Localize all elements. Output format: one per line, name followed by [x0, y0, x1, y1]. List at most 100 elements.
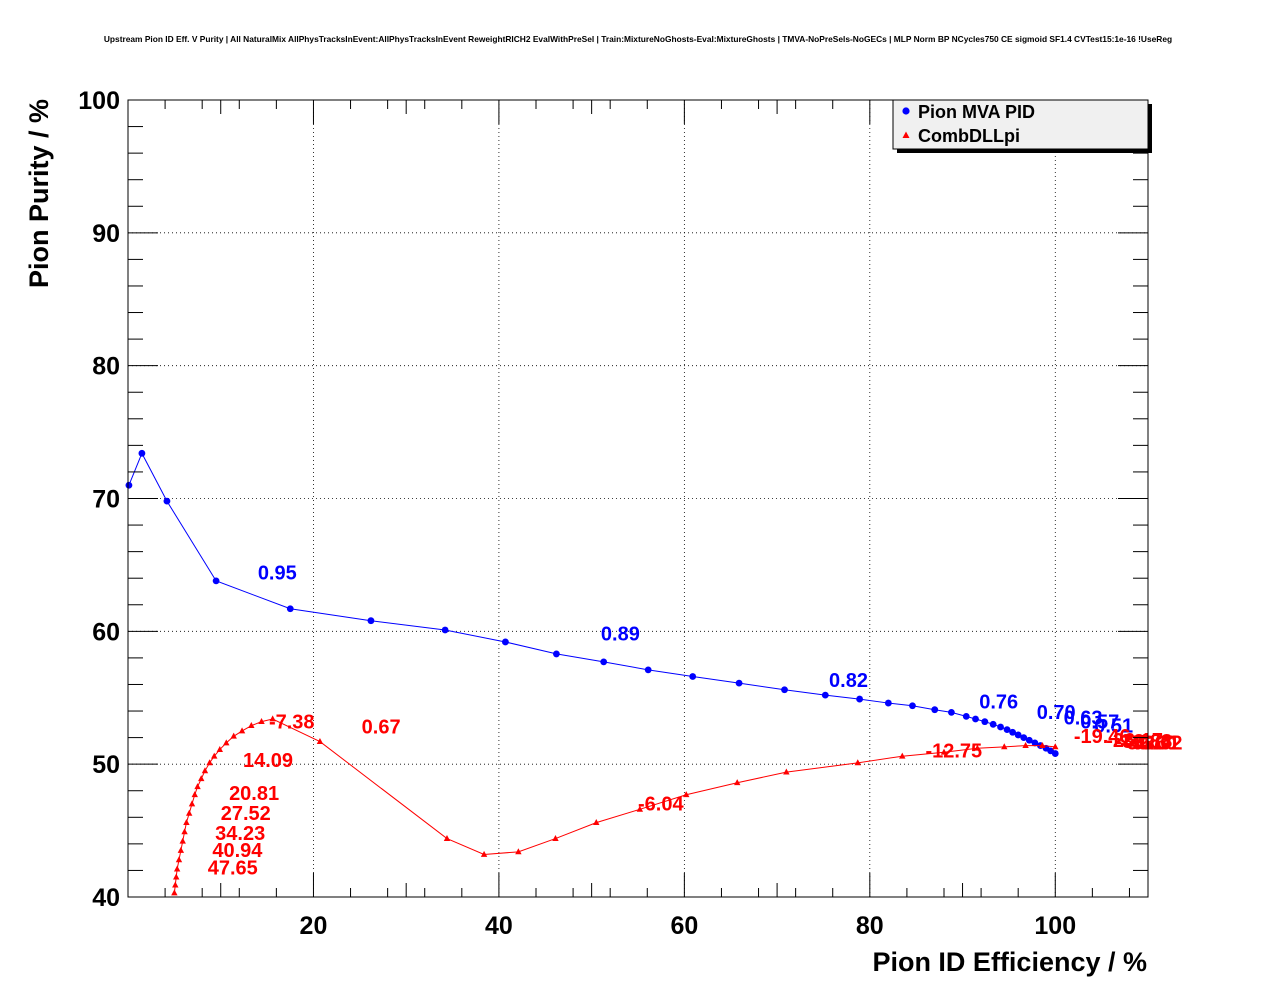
point-labels: 0.95 0.89 0.82 0.76 0.700.630.570.51 -7.38 0.6…	[208, 563, 1183, 880]
data-point	[636, 805, 644, 812]
data-label: 47.65	[208, 857, 258, 879]
data-point	[1009, 728, 1017, 736]
data-point	[781, 686, 788, 694]
data-point	[735, 679, 743, 687]
y-tick-label: 50	[92, 751, 120, 779]
data-point	[1051, 750, 1059, 757]
data-point	[962, 712, 970, 720]
data-point	[1003, 726, 1011, 734]
series-line-1	[173, 718, 1056, 894]
data-label: 0.82	[829, 670, 868, 692]
data-point	[515, 848, 522, 855]
data-point	[1025, 736, 1033, 744]
chart-title: Upstream Pion ID Eff. V Purity | All Nat…	[104, 34, 1172, 44]
data-label: 20.81	[229, 783, 279, 805]
data-point	[171, 889, 178, 896]
data-point	[163, 497, 171, 505]
legend-label-dll: CombDLLpi	[918, 126, 1020, 146]
data-point	[854, 759, 861, 766]
data-point	[206, 759, 213, 766]
data-point	[644, 666, 652, 674]
data-point	[553, 650, 560, 658]
data-point	[175, 856, 183, 863]
axis-ticks: 20 40 60 80 100 40 50 60 70 80 90 100	[78, 87, 1149, 940]
data-point	[856, 695, 864, 703]
data-point	[931, 706, 939, 714]
data-label: 34.23	[215, 823, 265, 845]
legend-label-mva: Pion MVA PID	[918, 102, 1035, 122]
data-point	[552, 834, 559, 841]
data-point	[974, 744, 981, 751]
data-point	[899, 752, 906, 759]
x-tick-label: 100	[1034, 912, 1076, 940]
data-point	[1052, 743, 1059, 750]
data-point	[1022, 741, 1029, 748]
legend-marker-dll	[902, 131, 910, 138]
data-point	[181, 828, 188, 835]
data-point	[940, 748, 948, 755]
data-label: -6.04	[638, 794, 684, 816]
data-point	[948, 708, 955, 716]
legend: Pion MVA PID CombDLLpi	[892, 99, 1152, 153]
data-label: 0.70	[1037, 702, 1076, 724]
data-point	[997, 723, 1004, 731]
data-point	[173, 865, 181, 872]
data-point	[194, 783, 201, 790]
data-point	[981, 718, 989, 726]
data-point	[173, 873, 180, 880]
data-point	[212, 577, 220, 585]
data-point	[125, 481, 133, 489]
data-point	[179, 837, 186, 844]
data-point	[367, 617, 375, 625]
grid	[128, 100, 1148, 897]
data-label: 0.95	[258, 563, 297, 585]
data-point	[188, 800, 196, 807]
data-point	[172, 881, 179, 888]
data-point	[269, 715, 276, 722]
data-label: -53.02	[1126, 733, 1183, 755]
data-point	[909, 702, 916, 710]
y-tick-label: 40	[92, 884, 120, 912]
data-point	[441, 626, 449, 634]
data-label: 0.63	[1064, 707, 1103, 729]
y-tick-label: 100	[78, 87, 120, 115]
y-tick-label: 80	[92, 353, 120, 381]
data-point	[480, 850, 488, 857]
x-axis-label: Pion ID Efficiency / %	[872, 947, 1147, 977]
data-point	[138, 449, 146, 457]
data-point	[1001, 743, 1008, 750]
x-tick-label: 80	[856, 912, 884, 940]
data-label: 14.09	[243, 750, 293, 772]
data-point	[186, 809, 193, 816]
legend-marker-mva	[902, 107, 910, 115]
x-tick-label: 40	[485, 912, 513, 940]
data-point	[972, 715, 979, 723]
data-label: 0.57	[1080, 711, 1119, 733]
data-point	[683, 791, 690, 798]
data-label: 27.52	[221, 803, 271, 825]
data-label: -19.46	[1074, 726, 1131, 748]
data-point	[198, 775, 205, 782]
data-point	[248, 722, 255, 729]
data-label: 0.67	[362, 717, 401, 739]
data-label: -7.38	[269, 711, 315, 733]
data-point	[201, 767, 209, 774]
data-point	[216, 745, 223, 752]
data-point	[230, 732, 237, 739]
x-tick-label: 20	[300, 912, 328, 940]
data-label: -12.75	[925, 741, 982, 763]
data-label: -32.88	[1116, 731, 1173, 753]
data-point	[211, 752, 218, 759]
data-point	[316, 737, 324, 744]
y-axis-label: Pion Purity / %	[24, 99, 54, 288]
data-point	[593, 819, 600, 826]
data-point	[177, 846, 185, 853]
data-label: 0.76	[979, 691, 1018, 713]
data-point	[1014, 731, 1022, 739]
data-point	[989, 720, 997, 728]
data-label: 0.51	[1094, 715, 1133, 737]
data-point	[734, 779, 741, 786]
data-point	[600, 658, 608, 666]
data-point	[258, 718, 265, 725]
data-label: 0.89	[601, 624, 640, 646]
